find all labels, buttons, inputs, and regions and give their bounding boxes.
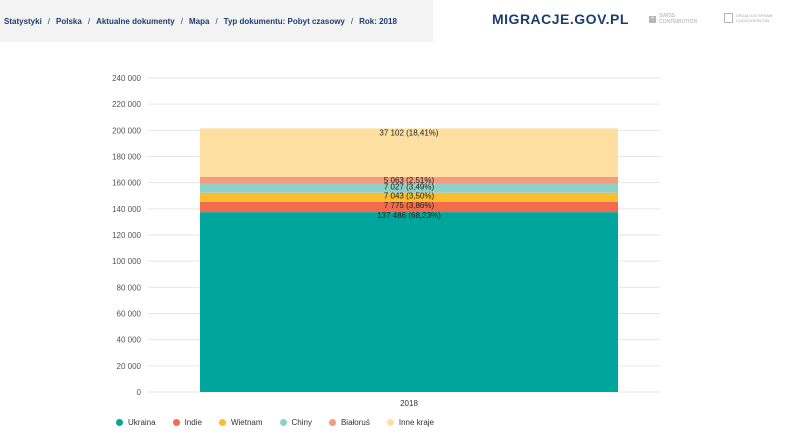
bar-segment-inne-kraje[interactable] (200, 128, 618, 177)
legend-dot-icon (279, 419, 287, 426)
site-logo[interactable]: MIGRACJE.GOV.PL (492, 11, 629, 27)
swiss-logo-text: SWISS CONTRIBUTION (659, 13, 697, 25)
urzad-logo-text: URZĄD DO SPRAW CUDZOZIEMCÓW (736, 13, 773, 23)
data-label: 5 063 (2,51%) (384, 176, 435, 185)
legend-label: Wietnam (230, 418, 263, 427)
breadcrumb-item-typ-dokumentu[interactable]: Typ dokumentu: Pobyt czasowy (223, 16, 345, 26)
y-tick-label: 120 000 (112, 231, 141, 240)
y-tick-label: 40 000 (117, 336, 142, 345)
swiss-cross-icon: + (649, 15, 656, 23)
legend-item-wietnam[interactable]: Wietnam (218, 418, 263, 427)
legend-dot-icon (218, 419, 226, 426)
y-tick-label: 200 000 (112, 126, 141, 135)
legend-item-indie[interactable]: Indie (172, 418, 202, 427)
breadcrumb-item-mapa[interactable]: Mapa (188, 16, 210, 26)
breadcrumb-separator: / (350, 16, 354, 26)
breadcrumb-item-aktualne-dokumenty[interactable]: Aktualne dokumenty (96, 16, 175, 26)
y-tick-label: 20 000 (117, 362, 142, 371)
breadcrumb-item-polska[interactable]: Polska (56, 16, 82, 26)
bar-segment-wietnam[interactable] (200, 192, 618, 202)
breadcrumb: Statystyki / Polska / Aktualne dokumenty… (0, 0, 433, 42)
legend-label: Inne kraje (398, 418, 434, 427)
chart-legend: Ukraina Indie Wietnam Chiny Białoruś Inne kra… (116, 418, 434, 427)
y-tick-label: 180 000 (112, 153, 141, 162)
breadcrumb-item-statystyki[interactable]: Statystyki (4, 16, 42, 26)
data-label: 7 043 (3,50%) (384, 192, 435, 201)
swiss-logo-line1: SWISS (659, 13, 676, 19)
legend-dot-icon (328, 419, 336, 426)
legend-dot-icon (386, 419, 394, 426)
y-tick-label: 140 000 (112, 205, 141, 214)
breadcrumb-item-rok[interactable]: Rok: 2018 (359, 16, 397, 26)
legend-label: Chiny (291, 418, 312, 427)
legend-label: Białoruś (340, 418, 370, 427)
bar-segment-białoruś[interactable] (200, 176, 618, 184)
bar-segment-indie[interactable] (200, 201, 618, 213)
data-label: 7 775 (3,86%) (384, 201, 435, 210)
legend-label: Indie (184, 418, 202, 427)
bar-segment-ukraina[interactable] (200, 212, 618, 392)
breadcrumb-separator: / (87, 16, 91, 26)
swiss-logo-line2: CONTRIBUTION (659, 19, 698, 25)
x-tick-label: 2018 (400, 399, 418, 408)
urzad-logo[interactable]: URZĄD DO SPRAW CUDZOZIEMCÓW (724, 13, 780, 23)
breadcrumb-separator: / (47, 16, 51, 26)
swiss-contribution-logo[interactable]: + SWISS CONTRIBUTION (649, 13, 697, 25)
data-label: 137 486 (68,23%) (377, 211, 441, 220)
urzad-logo-line2: CUDZOZIEMCÓW (736, 18, 770, 23)
legend-dot-icon (172, 419, 180, 426)
y-tick-label: 220 000 (112, 100, 141, 109)
y-tick-label: 160 000 (112, 179, 141, 188)
breadcrumb-separator: / (180, 16, 183, 26)
data-label: 37 102 (18,41%) (379, 128, 438, 137)
y-tick-label: 80 000 (117, 283, 142, 292)
legend-dot-icon (116, 419, 123, 426)
urzad-logo-line1: URZĄD DO SPRAW (736, 13, 773, 18)
data-label: 7 027 (3,49%) (384, 183, 435, 192)
breadcrumb-separator: / (215, 16, 218, 26)
legend-item-ukraina[interactable]: Ukraina (116, 418, 156, 427)
legend-item-białoruś[interactable]: Białoruś (328, 418, 370, 427)
y-tick-label: 100 000 (112, 257, 141, 266)
y-tick-label: 0 (137, 388, 142, 397)
y-tick-label: 60 000 (117, 310, 142, 319)
y-tick-label: 240 000 (112, 74, 141, 83)
bar-segment-chiny[interactable] (200, 183, 618, 193)
legend-item-chiny[interactable]: Chiny (279, 418, 312, 427)
legend-label: Ukraina (128, 418, 156, 427)
legend-item-inne-kraje[interactable]: Inne kraje (386, 418, 434, 427)
emblem-icon (724, 13, 733, 23)
